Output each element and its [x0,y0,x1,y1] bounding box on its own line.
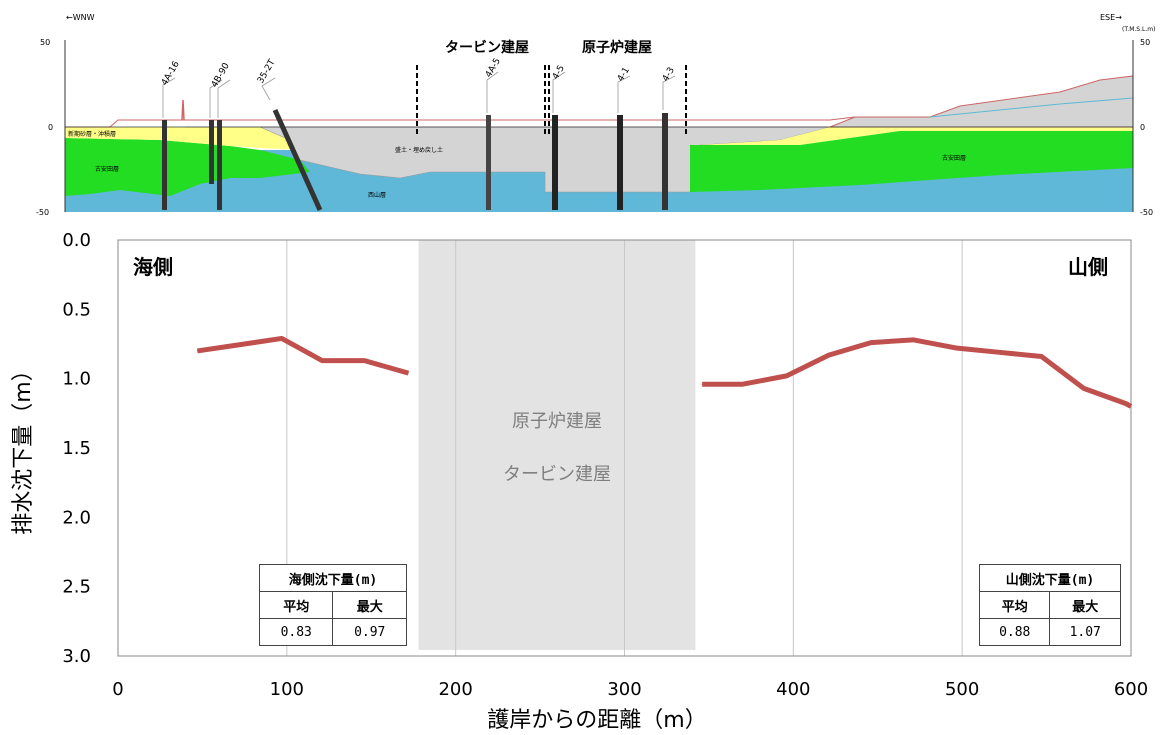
shaded-label-reactor: 原子炉建屋 [512,411,602,432]
settlement-point [701,383,703,385]
dir-right: ESE→ [1100,13,1122,22]
y-tick-label: 0.5 [62,299,91,320]
borehole-4-5: 4-5 [551,64,567,82]
x-tick-label: 400 [776,679,810,700]
settlement-point [1130,405,1132,407]
mountain-side-label: 山側 [1068,255,1108,279]
borehole-4B-90: 4B-90 [210,61,232,89]
settlement-point [1125,403,1127,405]
layer-label-sand: 新期砂層・沖積層 [68,130,116,138]
settlement-series-line-1 [702,337,1133,409]
section-ytick-right-50: 50 [1140,38,1150,47]
layer-label-nishiyama: 西山層 [368,191,386,199]
sea-table-title: 海側沈下量(m) [259,564,407,592]
shaded-label-turbine: タービン建屋 [503,464,611,485]
mountain-side-stats-table: 山側沈下量(m) 平均 最大 0.88 1.07 [978,564,1121,646]
series-group [196,335,1133,409]
x-tick-labels: 0 100 200 300 400 500 600 [112,679,1148,700]
mountain-table-avg-value: 0.88 [978,618,1051,646]
reactor-building-label: 原子炉建屋 [582,39,652,56]
borehole-4A-16: 4A-16 [160,59,182,87]
turbine-building-label: タービン建屋 [445,39,529,56]
section-ytick-left-0: 0 [48,123,53,132]
layer-label-furuyasuda-left: 古安田層 [95,165,119,173]
settlement-point [828,354,830,356]
section-ytick-left-50: 50 [40,38,50,47]
borehole-labels: 4A-16 4B-90 35-2T 4A-5 4-5 4-1 4-3 [160,57,677,90]
layer-label-fill: 盛土・埋め戻し土 [395,146,443,154]
settlement-point [1083,387,1085,389]
mountain-table-title: 山側沈下量(m) [979,564,1121,592]
sea-table-max-value: 0.97 [332,618,407,646]
datum-label: (T.M.S.L.m) [1122,26,1155,33]
mountain-table-max-header: 最大 [1049,591,1121,619]
y-tick-labels: 0.0 0.5 1.0 1.5 2.0 2.5 3.0 [62,230,91,667]
settlement-point [956,347,958,349]
furuyasuda-left-layer [65,138,310,196]
y-axis-label: 排水沈下量（m） [11,359,36,534]
layer-label-furuyasuda-right: 古安田層 [942,154,966,162]
borehole-4-1: 4-1 [616,66,632,84]
x-tick-label: 100 [270,679,304,700]
settlement-point [912,339,914,341]
y-tick-label: 2.5 [62,577,91,598]
sea-table-max-header: 最大 [332,591,407,619]
x-tick-label: 200 [438,679,472,700]
sand-right-layer [700,127,1133,145]
x-axis-label: 護岸からの距離（m） [487,708,706,733]
section-ytick-right--50: -50 [1140,208,1153,217]
sea-table-avg-value: 0.83 [258,618,334,646]
x-tick-label: 0 [112,679,123,700]
spike [181,99,185,121]
boreholes [162,71,676,212]
settlement-series-line-0 [196,335,410,376]
y-tick-label: 2.0 [62,507,91,528]
settlement-point [998,351,1000,353]
furuyasuda-right-layer [690,131,1133,192]
settlement-point [742,383,744,385]
vertical-gridlines [286,240,963,656]
x-tick-label: 500 [945,679,979,700]
mountain-table-max-value: 1.07 [1049,618,1121,646]
sand-left-layer [65,127,300,150]
sea-side-stats-table: 海側沈下量(m) 平均 最大 0.83 0.97 [258,564,407,646]
cross-section: ←WNW ESE→ (T.M.S.L.m) 50 0 -50 50 0 -50 … [36,13,1155,217]
settlement-point [870,342,872,344]
settlement-point [281,337,283,339]
y-tick-label: 0.0 [62,230,91,251]
settlement-chart: 0 100 200 300 400 500 600 0.0 0.5 1.0 1.5 2.0 2.5 3.… [11,230,1148,733]
x-tick-label: 600 [1114,679,1148,700]
plot-frame [117,239,1132,657]
settlement-point [786,375,788,377]
y-tick-label: 1.0 [62,369,91,390]
section-ytick-right-0: 0 [1140,123,1145,132]
settlement-point [407,372,409,374]
y-tick-label: 3.0 [62,646,91,667]
mountain-table-avg-header: 平均 [978,591,1051,619]
sea-side-label: 海側 [133,255,173,279]
hill-blue-line [929,97,1134,118]
settlement-point [1041,355,1043,357]
sea-table-avg-header: 平均 [258,591,334,619]
settlement-point [321,360,323,362]
borehole-4-3: 4-3 [661,66,677,84]
building-shaded-region [418,240,696,650]
borehole-35-2T: 35-2T [256,58,278,86]
x-tick-label: 300 [607,679,641,700]
section-ytick-left--50: -50 [36,208,49,217]
y-tick-label: 1.5 [62,438,91,459]
settlement-point [196,350,198,352]
borehole-4A-5: 4A-5 [484,57,503,80]
dir-left: ←WNW [66,13,95,22]
settlement-point [363,360,365,362]
building-boundaries [416,65,687,135]
